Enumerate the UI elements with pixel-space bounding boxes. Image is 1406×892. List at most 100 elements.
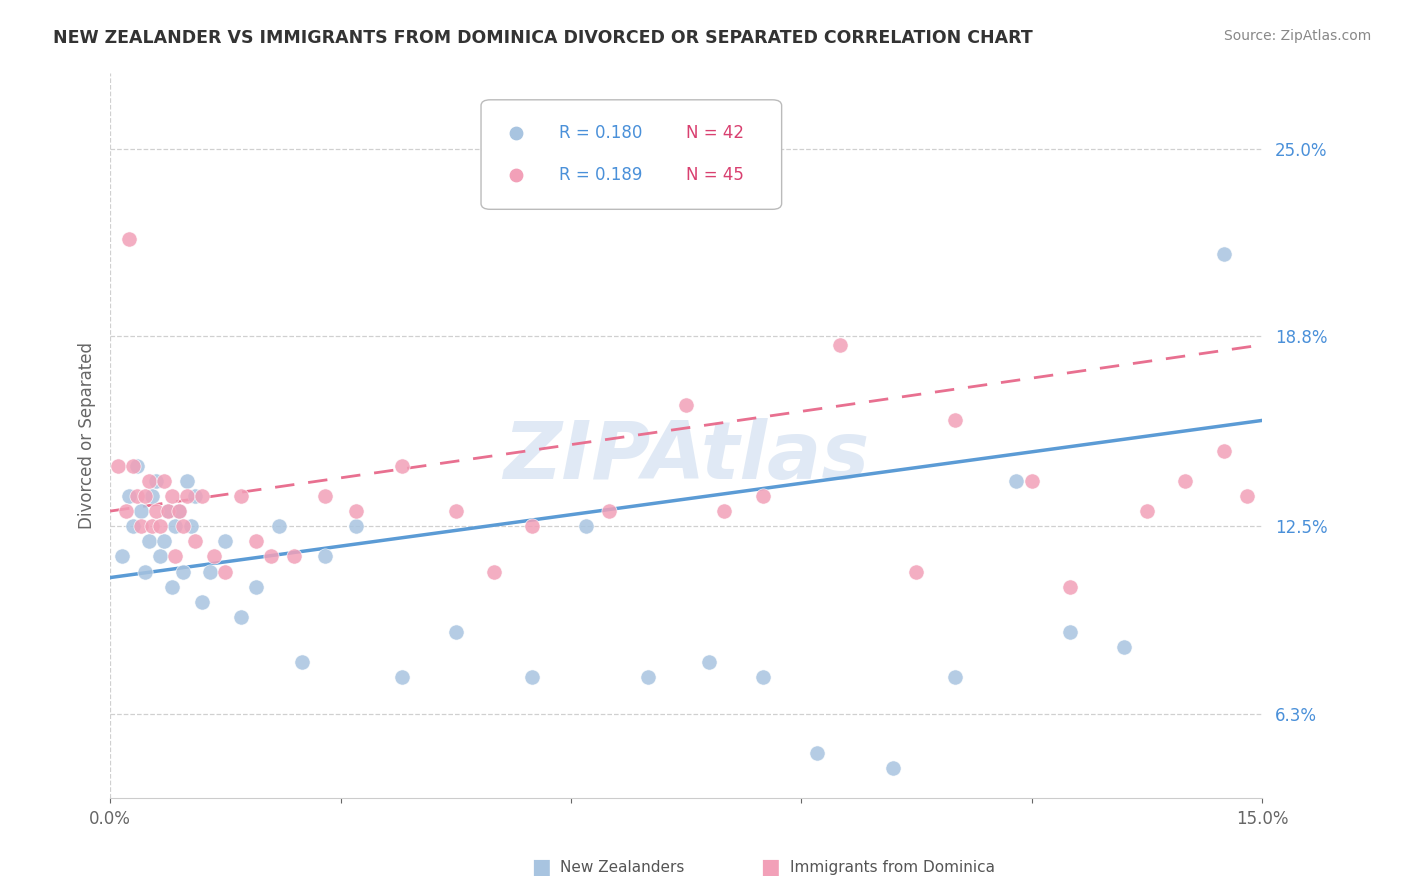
Point bbox=[905, 565, 928, 579]
Point bbox=[160, 489, 183, 503]
Point bbox=[752, 489, 775, 503]
Point bbox=[575, 519, 598, 533]
Point bbox=[167, 504, 190, 518]
Point bbox=[229, 489, 252, 503]
Point bbox=[111, 549, 134, 564]
Point bbox=[180, 519, 202, 533]
Y-axis label: Divorced or Separated: Divorced or Separated bbox=[79, 342, 96, 529]
Point bbox=[183, 534, 205, 549]
Point bbox=[176, 474, 198, 488]
Point bbox=[127, 871, 149, 885]
Text: ZIPAtlas: ZIPAtlas bbox=[503, 418, 869, 496]
Point bbox=[156, 504, 179, 518]
Point bbox=[138, 474, 160, 488]
Point bbox=[882, 761, 904, 775]
Point bbox=[806, 746, 828, 760]
Point bbox=[107, 458, 129, 473]
Point bbox=[752, 670, 775, 684]
Point bbox=[283, 549, 305, 564]
Point bbox=[1059, 580, 1081, 594]
Text: NEW ZEALANDER VS IMMIGRANTS FROM DOMINICA DIVORCED OR SEPARATED CORRELATION CHAR: NEW ZEALANDER VS IMMIGRANTS FROM DOMINIC… bbox=[53, 29, 1033, 46]
Point bbox=[145, 474, 167, 488]
Point bbox=[149, 549, 172, 564]
Point bbox=[444, 624, 467, 639]
Point bbox=[291, 655, 314, 669]
Point bbox=[482, 565, 505, 579]
Point bbox=[153, 474, 176, 488]
Point bbox=[214, 534, 236, 549]
Text: R = 0.180: R = 0.180 bbox=[560, 124, 643, 142]
Text: N = 42: N = 42 bbox=[686, 124, 744, 142]
Point bbox=[1212, 443, 1234, 458]
Point bbox=[1112, 640, 1135, 654]
Text: N = 45: N = 45 bbox=[686, 166, 744, 185]
Point bbox=[1236, 489, 1258, 503]
Point bbox=[118, 232, 141, 246]
Point bbox=[713, 504, 735, 518]
Point bbox=[114, 504, 136, 518]
Point bbox=[344, 504, 367, 518]
Point bbox=[141, 519, 163, 533]
Point bbox=[391, 458, 413, 473]
FancyBboxPatch shape bbox=[481, 100, 782, 210]
Point bbox=[127, 869, 149, 883]
Point bbox=[202, 549, 225, 564]
Point bbox=[1174, 474, 1197, 488]
Text: R = 0.189: R = 0.189 bbox=[560, 166, 643, 185]
Point bbox=[943, 670, 966, 684]
Point bbox=[314, 489, 336, 503]
Point bbox=[828, 338, 851, 352]
Point bbox=[191, 489, 214, 503]
Point bbox=[129, 504, 152, 518]
Point bbox=[1212, 247, 1234, 261]
Point bbox=[229, 610, 252, 624]
Text: New Zealanders: New Zealanders bbox=[560, 860, 683, 874]
Point bbox=[183, 489, 205, 503]
Point bbox=[149, 519, 172, 533]
Point bbox=[214, 565, 236, 579]
Point bbox=[122, 519, 145, 533]
Text: ■: ■ bbox=[761, 857, 780, 877]
Point bbox=[1005, 474, 1028, 488]
Point bbox=[522, 670, 544, 684]
Point bbox=[176, 489, 198, 503]
Point bbox=[675, 398, 697, 412]
Point bbox=[153, 534, 176, 549]
Point bbox=[167, 504, 190, 518]
Point bbox=[260, 549, 283, 564]
Point bbox=[141, 489, 163, 503]
Point bbox=[160, 580, 183, 594]
Point bbox=[138, 534, 160, 549]
Point bbox=[245, 534, 267, 549]
Point bbox=[697, 655, 720, 669]
Point bbox=[522, 519, 544, 533]
Point bbox=[198, 565, 221, 579]
Point bbox=[145, 504, 167, 518]
Point bbox=[165, 519, 187, 533]
Point bbox=[943, 413, 966, 427]
Point bbox=[191, 595, 214, 609]
Point bbox=[134, 565, 156, 579]
Point bbox=[122, 458, 145, 473]
Point bbox=[598, 504, 620, 518]
Point bbox=[125, 489, 148, 503]
Point bbox=[1059, 624, 1081, 639]
Point bbox=[1136, 504, 1159, 518]
Point bbox=[444, 504, 467, 518]
Point bbox=[391, 670, 413, 684]
Point bbox=[314, 549, 336, 564]
Point bbox=[172, 519, 194, 533]
Text: ■: ■ bbox=[531, 857, 551, 877]
Point bbox=[245, 580, 267, 594]
Text: Immigrants from Dominica: Immigrants from Dominica bbox=[790, 860, 995, 874]
Point bbox=[1021, 474, 1043, 488]
Point bbox=[165, 549, 187, 564]
Point bbox=[637, 670, 659, 684]
Point bbox=[129, 519, 152, 533]
Point bbox=[125, 458, 148, 473]
Point bbox=[344, 519, 367, 533]
Point bbox=[267, 519, 290, 533]
Point bbox=[172, 565, 194, 579]
Text: Source: ZipAtlas.com: Source: ZipAtlas.com bbox=[1223, 29, 1371, 43]
Point bbox=[118, 489, 141, 503]
